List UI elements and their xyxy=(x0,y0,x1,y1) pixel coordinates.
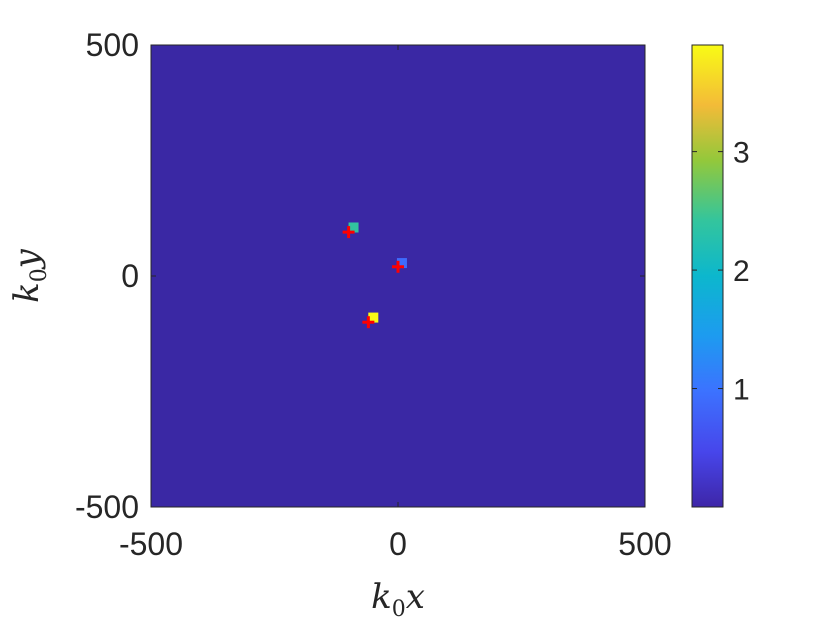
y-tick-label: 500 xyxy=(86,27,139,63)
heatmap-cell xyxy=(348,222,359,233)
plot-area xyxy=(150,44,646,508)
colorbar-ticks xyxy=(692,151,723,390)
y-tick-label: -500 xyxy=(75,489,139,525)
marker-plus xyxy=(392,260,404,273)
x-axis-label: k0x xyxy=(371,577,425,622)
colorbar-tick-label: 2 xyxy=(733,255,750,288)
colorbar-tick-label: 1 xyxy=(733,374,750,407)
heatmap-cell xyxy=(368,312,379,323)
colorbar: 1 2 3 xyxy=(691,44,750,508)
y-tick-label: 0 xyxy=(121,258,139,294)
x-tick-labels: -500 0 500 xyxy=(119,526,672,562)
marker-plus xyxy=(342,226,355,239)
x-tick-label: -500 xyxy=(119,526,183,562)
heatmap-cells xyxy=(348,222,407,323)
x-tick-label: 500 xyxy=(618,526,671,562)
y-axis-label: k0y xyxy=(7,248,52,303)
y-tick-labels: -500 0 500 xyxy=(75,27,139,525)
x-tick-label: 0 xyxy=(389,526,407,562)
colorbar-gradient xyxy=(691,44,724,508)
axis-ticks xyxy=(150,44,646,508)
colorbar-tick-labels: 1 2 3 xyxy=(733,137,750,407)
heatmap-background xyxy=(151,45,645,507)
heatmap-cell xyxy=(396,258,407,269)
colorbar-tick-label: 3 xyxy=(733,137,750,170)
markers xyxy=(342,226,404,329)
marker-plus xyxy=(362,316,375,329)
